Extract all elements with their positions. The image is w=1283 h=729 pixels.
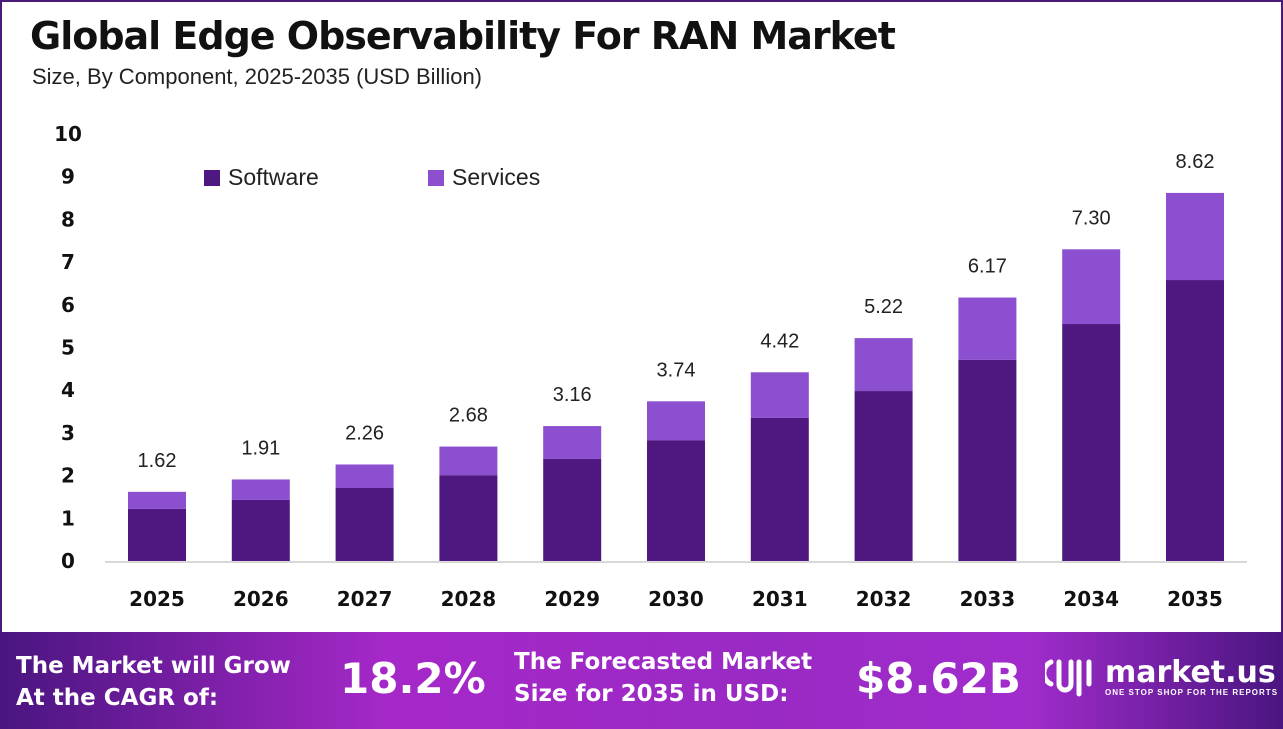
bar-software-2026 [231,499,290,561]
summary-banner: The Market will Grow At the CAGR of: 18.… [0,632,1283,729]
total-label-2027: 2.26 [345,422,384,444]
logo-text: market.us [1105,654,1276,690]
bar-services-2035 [1166,192,1224,281]
bar-services-2030 [647,401,705,441]
cagr-label-line1: The Market will Grow [16,653,291,679]
total-label-2029: 3.16 [553,384,592,406]
x-tick-label: 2026 [233,587,289,611]
bar-services-2028 [439,446,498,476]
y-tick-label: 9 [61,165,75,189]
y-tick-label: 8 [61,207,75,231]
bar-software-2027 [335,487,394,561]
total-label-2035: 8.62 [1176,151,1215,173]
bar-services-2031 [750,372,809,418]
x-tick-label: 2033 [960,587,1016,611]
bar-services-2032 [854,338,913,392]
y-tick-label: 3 [61,421,75,445]
x-tick-label: 2032 [856,587,912,611]
y-tick-label: 6 [61,293,75,317]
x-tick-label: 2028 [441,587,497,611]
x-tick-label: 2025 [129,587,185,611]
x-tick-label: 2031 [752,587,808,611]
bar-services-2033 [958,297,1017,360]
cagr-label-line2: At the CAGR of: [16,685,219,711]
y-tick-label: 5 [61,336,75,360]
market-us-logo: market.us ONE STOP SHOP FOR THE REPORTS [1045,654,1278,700]
y-tick-label: 0 [61,549,75,573]
legend-label-services: Services [452,164,540,190]
total-label-2026: 1.91 [241,437,280,459]
bar-services-2027 [335,464,394,488]
forecast-label-line1: The Forecasted Market [514,649,813,675]
total-label-2030: 3.74 [657,359,696,381]
bar-services-2034 [1062,249,1121,325]
cagr-value: 18.2% [340,654,486,703]
total-label-2025: 1.62 [138,450,177,472]
bar-software-2034 [1062,324,1121,561]
chart-subtitle: Size, By Component, 2025-2035 (USD Billi… [32,64,483,89]
bar-services-2026 [231,479,290,500]
total-label-2033: 6.17 [968,256,1007,278]
bar-software-2030 [647,440,705,561]
bar-software-2033 [958,359,1017,561]
y-tick-label: 7 [61,250,75,274]
total-label-2032: 5.22 [864,296,903,318]
total-label-2028: 2.68 [449,405,488,427]
logo-icon [1045,659,1092,697]
forecast-value: $8.62B [856,654,1021,703]
total-label-2031: 4.42 [760,330,799,352]
bar-software-2032 [854,391,913,561]
bar-software-2028 [439,475,498,561]
legend-swatch-services [428,170,444,186]
bar-software-2029 [543,458,602,561]
x-tick-label: 2027 [337,587,393,611]
chart-title: Global Edge Observability For RAN Market [30,14,896,58]
x-tick-label: 2034 [1063,587,1119,611]
x-tick-label: 2029 [544,587,600,611]
y-tick-label: 4 [61,378,75,402]
legend-label-software: Software [228,164,319,190]
legend-swatch-software [204,170,220,186]
forecast-label-line2: Size for 2035 in USD: [514,681,789,707]
logo-tagline: ONE STOP SHOP FOR THE REPORTS [1105,687,1279,697]
bar-services-2029 [543,426,602,459]
bar-software-2025 [128,508,186,561]
bar-software-2035 [1166,280,1224,561]
y-tick-label: 2 [61,464,75,488]
y-tick-label: 10 [54,122,82,146]
cagr-label: The Market will Grow At the CAGR of: [16,650,291,714]
x-tick-label: 2035 [1167,587,1223,611]
bar-chart: 0 1 2 3 4 5 6 7 8 9 10 1.62 2025 1.91 2026 2.26 2027 2.68… [54,122,1247,611]
total-label-2034: 7.30 [1072,207,1111,229]
x-tick-label: 2030 [648,587,704,611]
forecast-label: The Forecasted Market Size for 2035 in U… [514,646,812,710]
bar-software-2031 [750,417,809,561]
y-tick-label: 1 [61,506,75,530]
bar-services-2025 [128,491,186,509]
